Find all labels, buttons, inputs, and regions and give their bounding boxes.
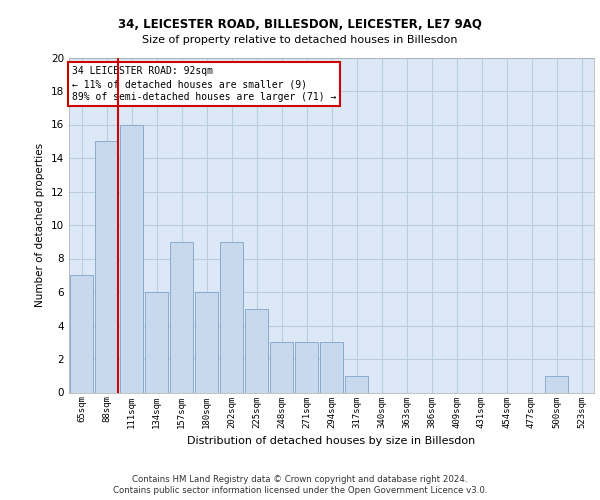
Text: Contains public sector information licensed under the Open Government Licence v3: Contains public sector information licen… [113,486,487,495]
Bar [270,342,293,392]
Bar [320,342,343,392]
Bar [120,124,143,392]
Text: 34, LEICESTER ROAD, BILLESDON, LEICESTER, LE7 9AQ: 34, LEICESTER ROAD, BILLESDON, LEICESTER… [118,18,482,30]
Bar [345,376,368,392]
Text: Size of property relative to detached houses in Billesdon: Size of property relative to detached ho… [142,35,458,45]
Bar [70,275,93,392]
Bar [295,342,318,392]
X-axis label: Distribution of detached houses by size in Billesdon: Distribution of detached houses by size … [187,436,476,446]
Bar [220,242,243,392]
Y-axis label: Number of detached properties: Number of detached properties [35,143,46,307]
Text: Contains HM Land Registry data © Crown copyright and database right 2024.: Contains HM Land Registry data © Crown c… [132,475,468,484]
Text: 34 LEICESTER ROAD: 92sqm
← 11% of detached houses are smaller (9)
89% of semi-de: 34 LEICESTER ROAD: 92sqm ← 11% of detach… [71,66,336,102]
Bar [145,292,168,392]
Bar [245,308,268,392]
Bar [195,292,218,392]
Bar [545,376,568,392]
Bar [170,242,193,392]
Bar [95,141,118,393]
